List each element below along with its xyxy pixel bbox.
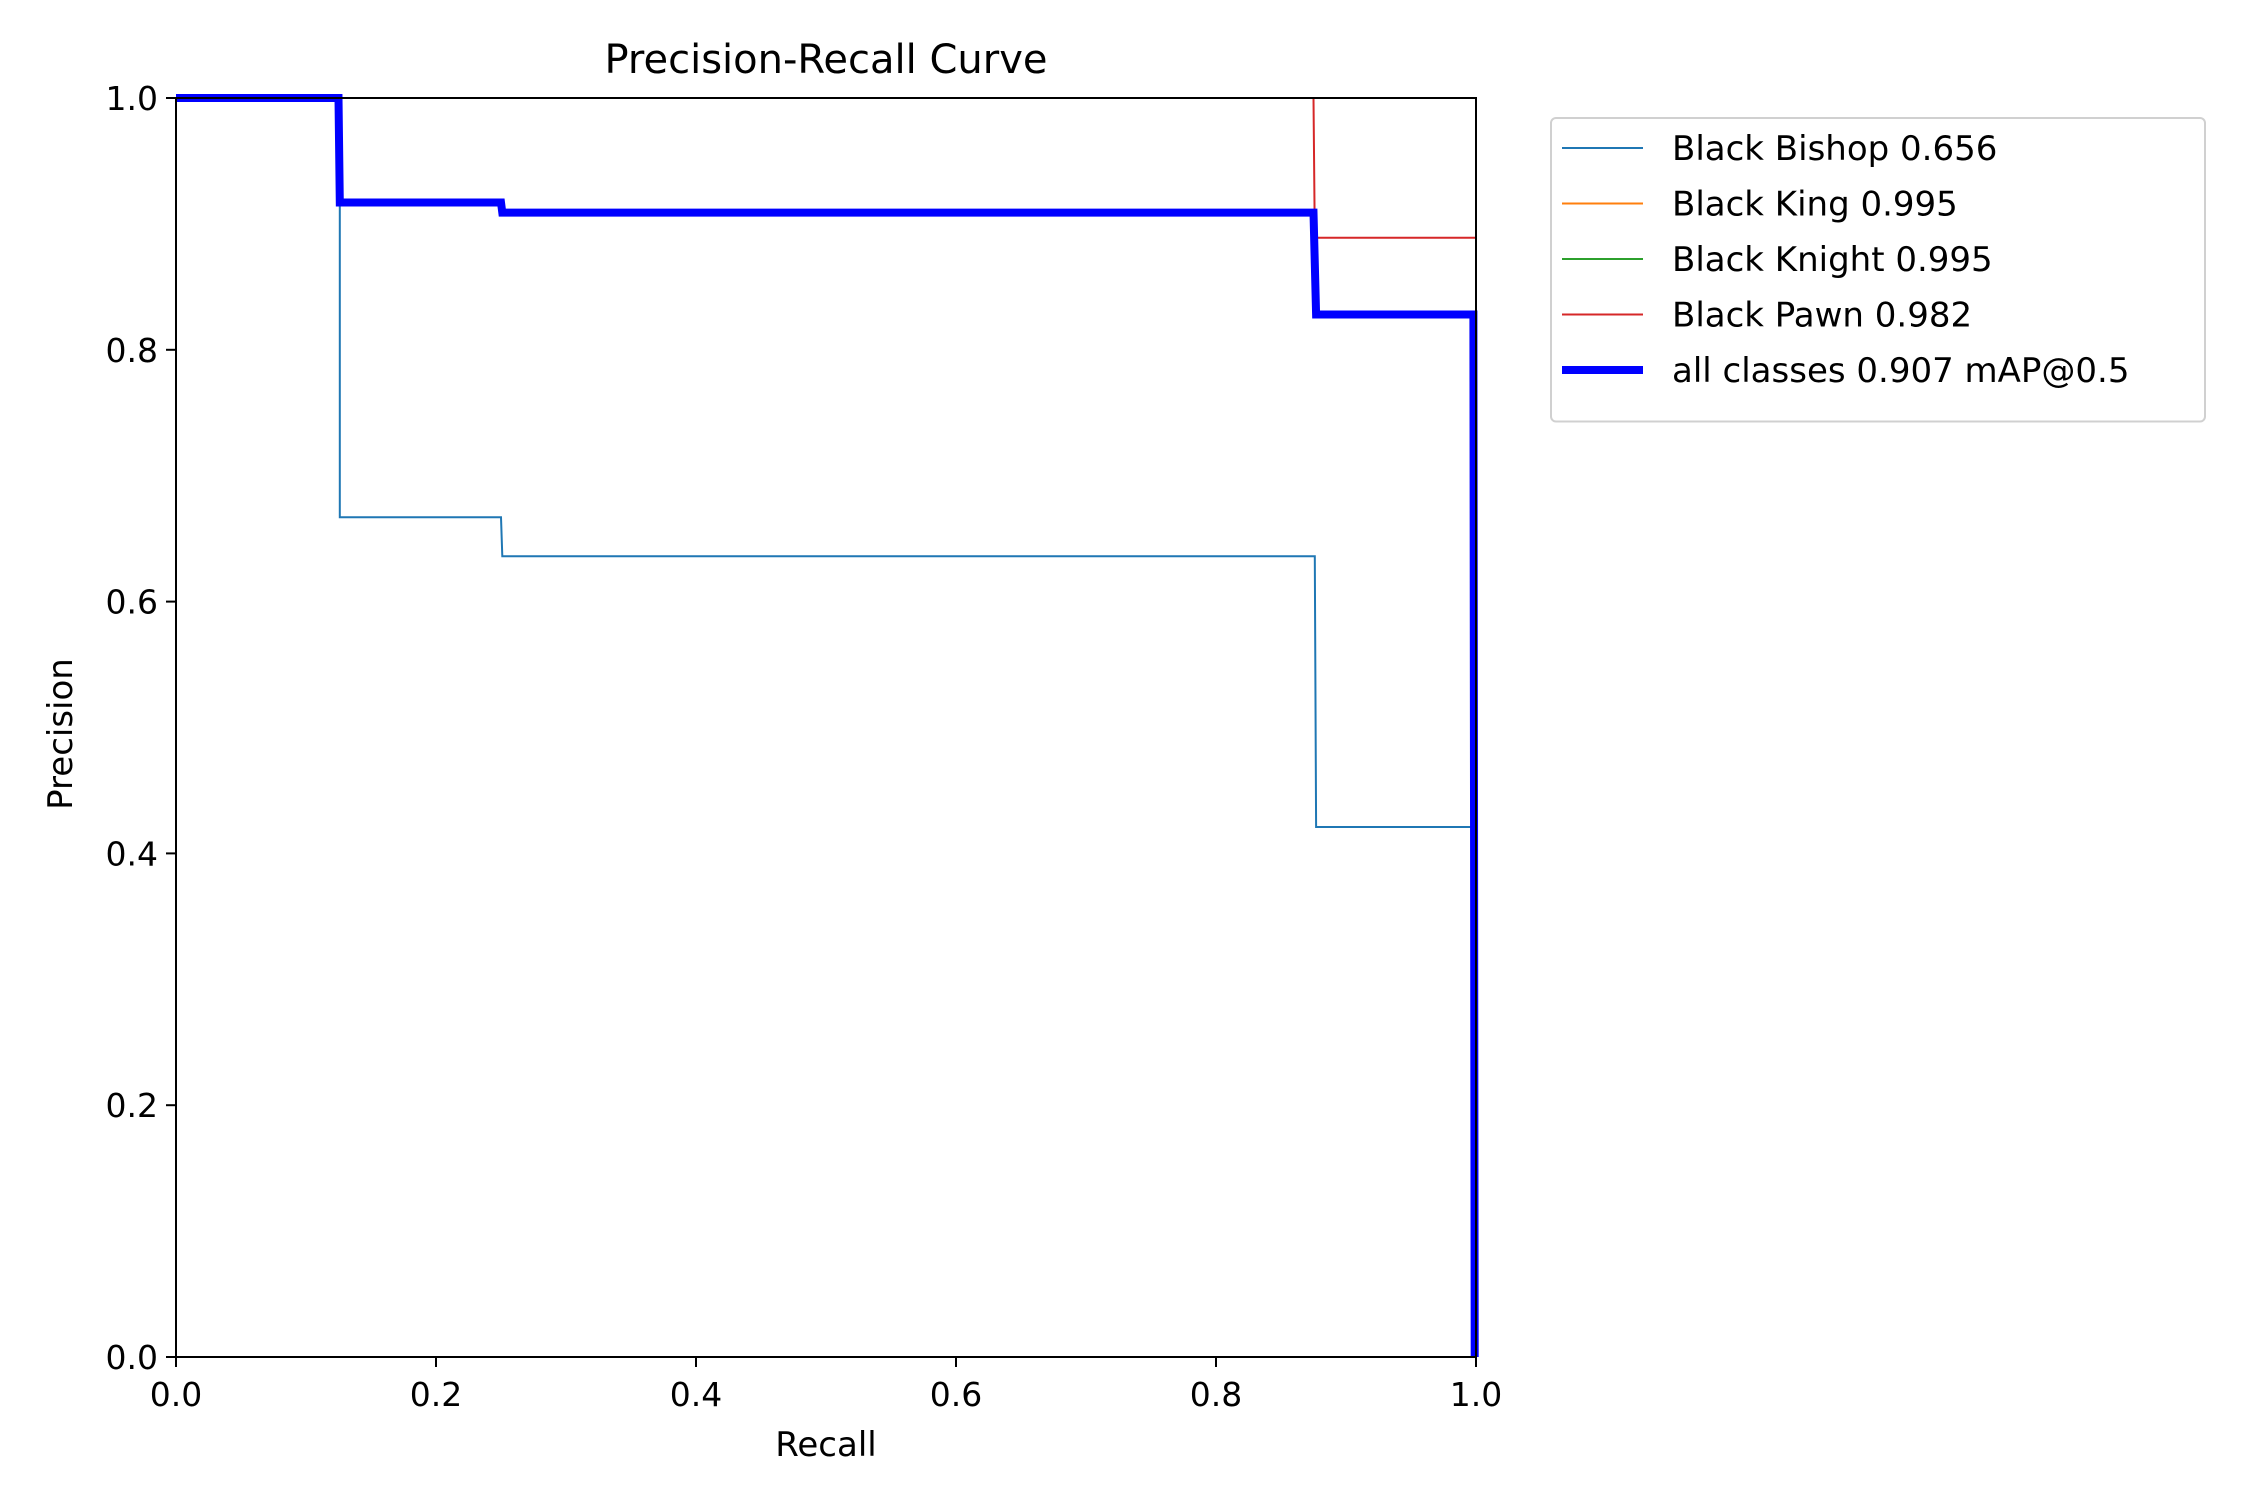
y-tick-label: 0.2 (106, 1086, 158, 1125)
y-tick-label: 0.6 (106, 583, 158, 622)
axes-frame (175, 97, 1477, 1358)
y-tick-label: 0.8 (106, 331, 158, 370)
legend-entry-label: all classes 0.907 mAP@0.5 (1672, 351, 2129, 391)
legend-entry-label: Black Bishop 0.656 (1672, 129, 1997, 169)
y-tick-label: 0.0 (106, 1338, 158, 1377)
legend-entry-label: Black Pawn 0.982 (1672, 296, 1972, 336)
legend: Black Bishop 0.656 Black King 0.995 Black … (1550, 117, 2206, 423)
legend-entry-label: Black King 0.995 (1672, 185, 1958, 225)
series-line-4 (176, 94, 1479, 1358)
x-tick-label: 0.4 (670, 1375, 722, 1414)
x-tick-label: 0.0 (150, 1375, 202, 1414)
x-axis-label: Recall (775, 1425, 876, 1465)
y-tick-label: 0.4 (106, 834, 158, 873)
legend-box (1550, 117, 2206, 423)
plot-area: 0.0 0.2 0.4 0.6 0.8 1.0 0.0 0.2 0.4 0.6 0.8 1.0 (106, 79, 1503, 1414)
x-tick-label: 0.6 (930, 1375, 982, 1414)
chart-title: Precision-Recall Curve (605, 37, 1048, 83)
x-tick-label: 0.2 (410, 1375, 462, 1414)
y-tick-label: 1.0 (106, 79, 158, 118)
y-axis-label: Precision (41, 658, 81, 810)
legend-entry-label: Black Knight 0.995 (1672, 240, 1993, 280)
x-tick-label: 1.0 (1450, 1375, 1502, 1414)
x-tick-label: 0.8 (1190, 1375, 1242, 1414)
